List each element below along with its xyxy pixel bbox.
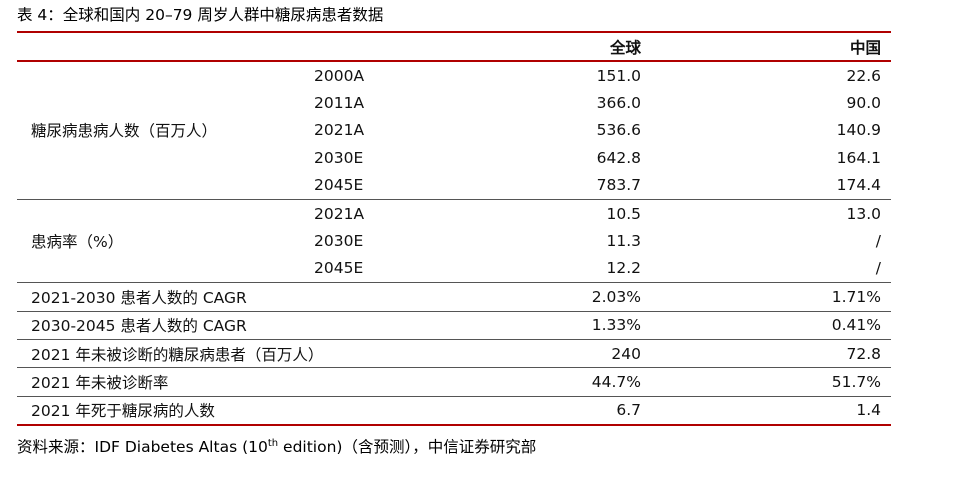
global-value: 366.0 (596, 94, 641, 113)
source-prefix: 资料来源：IDF Diabetes Altas (10 (17, 438, 268, 456)
year-cell: 2021A (314, 204, 365, 223)
row-label: 2021 年死于糖尿病的人数 (17, 396, 517, 427)
global-value: 12.2 (517, 254, 671, 284)
china-value: 1.4 (671, 396, 891, 427)
header-row: 全球 中国 (17, 32, 891, 61)
year-cell: 2000A (314, 66, 365, 85)
china-value: 1.71% (671, 282, 891, 312)
global-value: 10.5 (606, 204, 641, 223)
china-value: 0.41% (671, 311, 891, 340)
source-note: 资料来源：IDF Diabetes Altas (10th edition)（含… (17, 436, 536, 458)
global-value: 783.7 (517, 171, 671, 200)
header-blank (17, 32, 307, 61)
year-cell: 2030E (314, 148, 364, 167)
row-label: 2021 年未被诊断的糖尿病患者（百万人） (17, 339, 517, 369)
china-value: 90.0 (846, 94, 881, 113)
global-value: 151.0 (596, 66, 641, 85)
global-value: 6.7 (517, 396, 671, 427)
source-suffix: edition)（含预测），中信证券研究部 (278, 438, 537, 456)
global-value: 11.3 (606, 232, 641, 251)
table-row: 2021 年死于糖尿病的人数 6.7 1.4 (17, 396, 891, 427)
table-row: 2021-2030 患者人数的 CAGR 2.03% 1.71% (17, 282, 891, 312)
table-row: 2045E 12.2 / (17, 254, 891, 284)
table-row: 2021 年未被诊断的糖尿病患者（百万人） 240 72.8 (17, 339, 891, 369)
global-value: 44.7% (517, 367, 671, 397)
diabetes-data-table: 全球 中国 糖尿病患病人数（百万人） 2000A 151.0 22.6 2011… (17, 31, 891, 427)
global-value: 536.6 (596, 121, 641, 140)
table-row: 2030-2045 患者人数的 CAGR 1.33% 0.41% (17, 311, 891, 340)
china-value: 13.0 (846, 204, 881, 223)
year-cell: 2011A (314, 94, 365, 113)
table-row: 2045E 783.7 174.4 (17, 171, 891, 200)
header-china: 中国 (849, 38, 881, 57)
header-blank (307, 32, 517, 61)
china-value: 164.1 (836, 148, 881, 167)
china-value: / (875, 232, 881, 251)
global-value: 1.33% (517, 311, 671, 340)
china-value: 140.9 (836, 121, 881, 140)
table-row: 2011A 366.0 90.0 (17, 89, 891, 116)
global-value: 2.03% (517, 282, 671, 312)
row-label: 2030-2045 患者人数的 CAGR (17, 311, 517, 340)
china-value: / (671, 254, 891, 284)
table-title: 表 4：全球和国内 20–79 周岁人群中糖尿病患者数据 (17, 6, 384, 24)
row-label: 2021 年未被诊断率 (17, 367, 517, 397)
china-value: 72.8 (671, 339, 891, 369)
global-value: 642.8 (596, 148, 641, 167)
china-value: 174.4 (671, 171, 891, 200)
year-cell: 2030E (314, 232, 364, 251)
table-row: 2021 年未被诊断率 44.7% 51.7% (17, 367, 891, 397)
source-superscript: th (267, 437, 279, 449)
table-row: 糖尿病患病人数（百万人） 2000A 151.0 22.6 (17, 61, 891, 200)
table-row: 患病率（%） 2021A 10.5 13.0 (17, 199, 891, 284)
year-cell: 2021A (314, 121, 365, 140)
group-label-patients: 糖尿病患病人数（百万人） (17, 61, 307, 200)
row-label: 2021-2030 患者人数的 CAGR (17, 282, 517, 312)
table-row: 2030E 642.8 164.1 (17, 144, 891, 171)
table-row: 2021A 536.6 140.9 (17, 117, 891, 144)
year-cell: 2045E (307, 254, 517, 284)
china-value: 51.7% (671, 367, 891, 397)
table-row: 2030E 11.3 / (17, 227, 891, 254)
group-label-prevalence: 患病率（%） (17, 199, 307, 284)
header-global: 全球 (609, 38, 641, 57)
china-value: 22.6 (846, 66, 881, 85)
global-value: 240 (517, 339, 671, 369)
year-cell: 2045E (307, 171, 517, 200)
